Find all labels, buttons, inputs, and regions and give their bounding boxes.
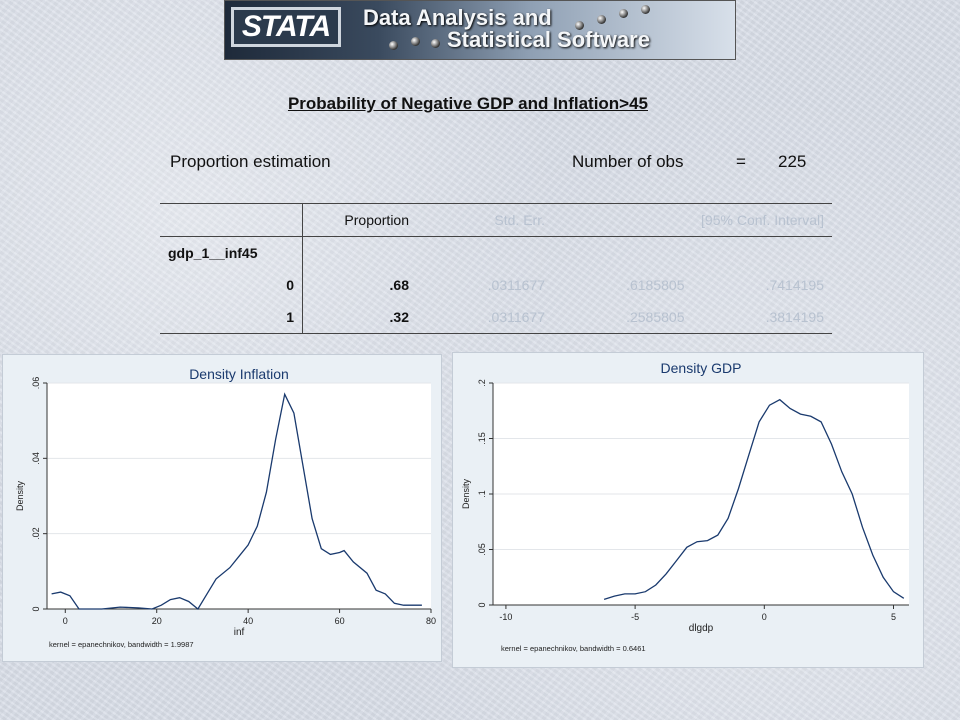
decorative-dot-icon xyxy=(641,5,650,14)
x-tick-label: 40 xyxy=(243,616,253,626)
decorative-dot-icon xyxy=(431,39,440,48)
kernel-note: kernel = epanechnikov, bandwidth = 1.998… xyxy=(49,640,194,649)
table-row: gdp_1__inf45 xyxy=(160,236,832,269)
table-row: 0 .68 .0311677 .6185805 .7414195 xyxy=(160,269,832,301)
chart-title: Density Inflation xyxy=(189,366,289,382)
x-tick-label: 60 xyxy=(335,616,345,626)
y-tick-label: 0 xyxy=(31,606,41,611)
obs-label: Number of obs xyxy=(572,152,684,171)
stata-logo: STATA xyxy=(231,7,341,47)
y-tick-label: .2 xyxy=(477,379,487,387)
banner-tagline-2: Statistical Software xyxy=(447,27,650,52)
x-tick-label: 20 xyxy=(152,616,162,626)
y-axis-label: Density xyxy=(15,480,25,511)
x-axis-label: dlgdp xyxy=(689,623,714,634)
row-proportion: .32 xyxy=(389,309,409,325)
plot-area xyxy=(47,383,431,609)
chart-title: Density GDP xyxy=(661,360,742,376)
density-line xyxy=(51,392,422,610)
y-axis-label: Density xyxy=(461,478,471,509)
x-tick-label: -10 xyxy=(499,612,512,622)
header-std-err: Std. Err. xyxy=(494,212,545,228)
density-inflation-panel: Density Inflation 0 .02 .04 .06 0 20 40 60 80 Dens… xyxy=(2,354,442,662)
row-std-err: .0311677 xyxy=(487,309,545,325)
density-inflation-chart: Density Inflation 0 .02 .04 .06 0 20 40 60 80 Dens… xyxy=(15,366,436,649)
obs-value: 225 xyxy=(778,152,807,171)
row-ci-low: .6185805 xyxy=(626,277,685,293)
decorative-dot-icon xyxy=(389,41,398,50)
x-tick-label: 5 xyxy=(891,612,896,622)
row-ci-high: .7414195 xyxy=(765,277,824,293)
x-tick-label: 0 xyxy=(762,612,767,622)
decorative-dot-icon xyxy=(619,9,628,18)
y-tick-label: .02 xyxy=(31,527,41,540)
y-tick-label: .04 xyxy=(31,452,41,465)
table-header-row: Proportion Std. Err. [95% Conf. Interval… xyxy=(160,203,832,237)
decorative-dot-icon xyxy=(575,21,584,30)
results-table: Proportion Std. Err. [95% Conf. Interval… xyxy=(160,203,832,334)
density-gdp-chart: Density GDP 0 .05 .1 .15 .2 -10 -5 0 5 Density dlgd… xyxy=(461,360,909,653)
density-gdp-panel: Density GDP 0 .05 .1 .15 .2 -10 -5 0 5 Density dlgd… xyxy=(452,352,924,668)
estimation-title: Proportion estimation xyxy=(170,152,331,171)
kernel-note: kernel = epanechnikov, bandwidth = 0.646… xyxy=(501,644,646,653)
obs-equals: = xyxy=(736,152,746,171)
page-title: Probability of Negative GDP and Inflatio… xyxy=(287,94,649,113)
header-conf-interval: [95% Conf. Interval] xyxy=(701,212,824,228)
table-row: 1 .32 .0311677 .2585805 .3814195 xyxy=(160,301,832,334)
header-blank xyxy=(160,203,303,237)
y-tick-label: .05 xyxy=(477,543,487,556)
x-tick-label: 80 xyxy=(426,616,436,626)
decorative-dot-icon xyxy=(597,15,606,24)
row-std-err: .0311677 xyxy=(487,277,545,293)
decorative-dot-icon xyxy=(411,37,420,46)
y-tick-label: .1 xyxy=(477,490,487,498)
y-tick-label: .06 xyxy=(31,377,41,390)
row-ci-low: .2585805 xyxy=(626,309,685,325)
density-line xyxy=(603,398,905,601)
row-proportion: .68 xyxy=(389,277,409,293)
group-label: gdp_1__inf45 xyxy=(160,236,303,269)
x-axis-label: inf xyxy=(234,627,245,638)
header-proportion: Proportion xyxy=(344,212,409,228)
row-ci-high: .3814195 xyxy=(765,309,824,325)
y-tick-label: 0 xyxy=(477,602,487,607)
stata-banner: STATA Data Analysis and Statistical Soft… xyxy=(224,0,736,60)
x-tick-label: -5 xyxy=(631,612,639,622)
x-tick-label: 0 xyxy=(63,616,68,626)
y-tick-label: .15 xyxy=(477,432,487,445)
banner-tagline-1: Data Analysis and xyxy=(363,5,552,30)
row-level: 1 xyxy=(160,301,303,334)
row-level: 0 xyxy=(160,269,303,301)
